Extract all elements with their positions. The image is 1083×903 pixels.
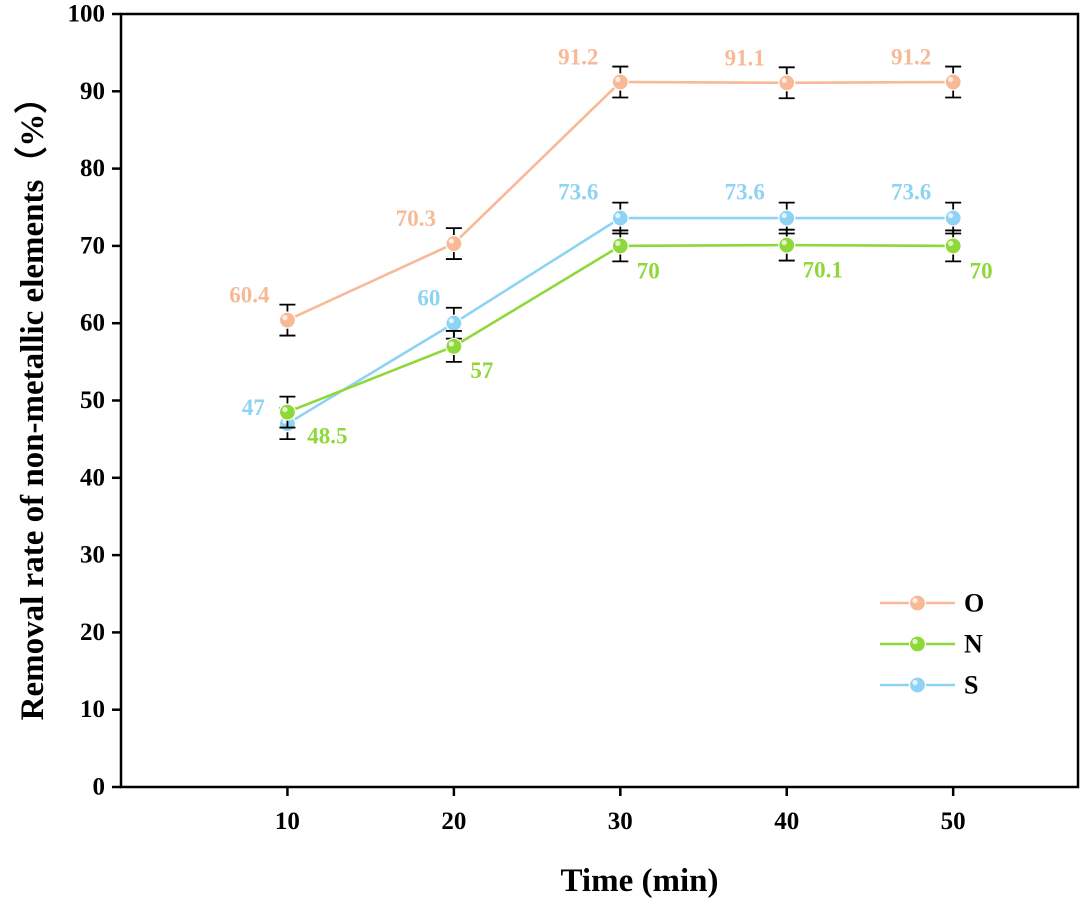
- axis-ticks: 0 10 20 30 40 50 60 70 80 90 100 10 20 30 40 50: [68, 1, 966, 836]
- legend-marker: [908, 635, 927, 653]
- data-label: 60: [417, 286, 440, 311]
- legend-marker-highlight: [912, 597, 918, 604]
- x-axis-title: Time (min): [561, 863, 719, 899]
- data-label: 70.1: [803, 258, 843, 283]
- legend: ONS: [880, 589, 984, 700]
- legend-label: O: [964, 589, 984, 618]
- legend-label: S: [964, 671, 978, 700]
- data-point: [278, 311, 297, 329]
- series-O: [278, 65, 962, 337]
- data-point-highlight: [282, 315, 288, 321]
- data-point-highlight: [448, 341, 454, 347]
- y-tick-label: 20: [80, 619, 105, 646]
- x-tick-label: 10: [275, 808, 300, 835]
- data-point: [944, 73, 962, 91]
- y-tick-label: 60: [80, 310, 105, 337]
- series-N: [278, 228, 962, 429]
- y-tick-label: 90: [80, 78, 105, 105]
- legend-item-N: N: [880, 630, 983, 659]
- data-point-highlight: [448, 318, 454, 324]
- data-point-highlight: [948, 240, 954, 246]
- y-tick-label: 80: [80, 155, 105, 182]
- data-point: [445, 314, 463, 332]
- data-label: 70: [637, 258, 660, 283]
- data-label: 70.3: [396, 206, 436, 231]
- data-point-highlight: [282, 406, 288, 413]
- y-axis-title-group: Removal rate of non-metallic elements（%）: [14, 81, 51, 721]
- legend-marker: [908, 676, 927, 694]
- legend-marker: [908, 594, 927, 612]
- y-tick-label: 30: [80, 542, 105, 569]
- data-point: [611, 237, 629, 255]
- data-point: [778, 74, 796, 92]
- data-point-highlight: [615, 76, 621, 83]
- data-point-highlight: [948, 212, 954, 219]
- data-point: [445, 337, 463, 355]
- y-axis-title: Removal rate of non-metallic elements（%）: [14, 81, 51, 721]
- data-point-highlight: [448, 238, 454, 244]
- data-label: 91.2: [891, 45, 931, 70]
- data-label: 73.6: [558, 180, 598, 205]
- data-label: 60.4: [229, 283, 270, 308]
- x-tick-label: 20: [441, 808, 466, 835]
- x-tick-label: 40: [774, 808, 799, 835]
- legend-marker-highlight: [912, 679, 918, 686]
- data-point-highlight: [615, 212, 621, 219]
- series-layer: [278, 65, 962, 441]
- data-label: 57: [470, 358, 493, 383]
- data-point: [611, 209, 629, 227]
- plot-frame: [119, 12, 1080, 789]
- legend-marker-highlight: [912, 638, 918, 645]
- data-point: [778, 236, 796, 254]
- y-tick-label: 70: [80, 232, 105, 259]
- y-tick-label: 40: [80, 464, 105, 491]
- y-tick-label: 50: [80, 387, 105, 414]
- data-label: 48.5: [307, 424, 347, 449]
- data-label: 73.6: [891, 180, 931, 205]
- data-label: 91.1: [725, 45, 765, 70]
- data-point-highlight: [781, 77, 787, 83]
- data-point: [611, 73, 629, 91]
- data-point-highlight: [781, 212, 787, 219]
- legend-item-O: O: [880, 589, 984, 618]
- data-label: 73.6: [725, 180, 765, 205]
- data-point: [944, 237, 962, 255]
- y-tick-label: 0: [93, 774, 106, 801]
- data-point: [278, 403, 297, 421]
- data-label: 91.2: [558, 45, 598, 70]
- data-point-highlight: [948, 76, 954, 83]
- legend-label: N: [964, 630, 983, 659]
- legend-item-S: S: [880, 671, 978, 700]
- y-tick-label: 100: [68, 1, 106, 28]
- x-tick-label: 30: [608, 808, 633, 835]
- data-point-highlight: [781, 240, 787, 246]
- series-line: [286, 80, 954, 322]
- data-labels-layer: 60.4 70.3 91.2 91.1 91.2 47 60 73.6 73.6 73.6 48.5…: [229, 45, 992, 449]
- data-point-highlight: [615, 240, 621, 246]
- x-tick-label: 50: [941, 808, 966, 835]
- y-tick-label: 10: [80, 696, 105, 723]
- data-point: [944, 209, 962, 227]
- data-point: [778, 209, 796, 227]
- series-line: [286, 243, 954, 414]
- data-point: [445, 234, 463, 253]
- data-label: 47: [242, 395, 265, 420]
- data-label: 70: [970, 258, 993, 283]
